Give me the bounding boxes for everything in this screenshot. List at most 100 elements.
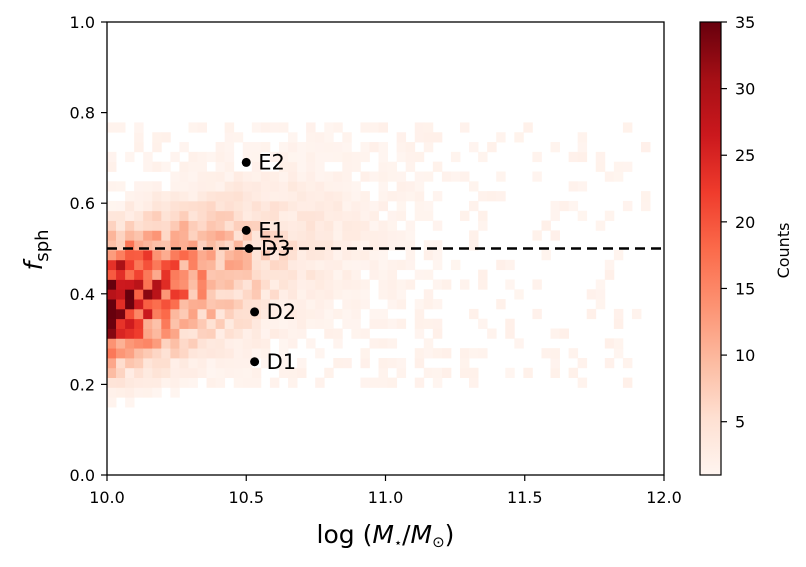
heatmap-cell [161, 250, 171, 261]
heatmap-cell [242, 357, 253, 369]
heatmap-cell [577, 377, 588, 388]
heatmap-cell [278, 269, 289, 280]
heatmap-cell [107, 240, 117, 251]
heatmap-cell [188, 308, 198, 320]
heatmap-cell [333, 250, 343, 261]
heatmap-cell [360, 210, 370, 221]
heatmap-cell [152, 250, 162, 261]
heatmap-cell [188, 377, 198, 388]
heatmap-cell [188, 318, 198, 329]
heatmap-cell [206, 220, 217, 231]
heatmap-cell [188, 200, 198, 212]
heatmap-cell [641, 191, 651, 202]
heatmap-cell [206, 328, 217, 339]
heatmap-cell [215, 230, 226, 241]
heatmap-cell [197, 367, 207, 378]
heatmap-cell [233, 240, 244, 251]
heatmap-cell [297, 269, 307, 280]
heatmap-cell [288, 230, 298, 241]
heatmap-cell [242, 289, 253, 300]
heatmap-cell [134, 338, 144, 349]
heatmap-cell [197, 357, 207, 369]
heatmap-cell [324, 220, 334, 231]
heatmap-cell [242, 279, 253, 290]
heatmap-cell [116, 348, 126, 359]
heatmap-cell [577, 181, 588, 192]
heatmap-cell [333, 151, 343, 163]
heatmap-cell [143, 367, 153, 378]
heatmap-cell [152, 338, 162, 349]
heatmap-cell [260, 279, 271, 290]
heatmap-cell [288, 279, 298, 290]
heatmap-cell [161, 240, 171, 251]
heatmap-cell [405, 142, 416, 153]
heatmap-cell [107, 220, 117, 231]
heatmap-cell [116, 240, 126, 251]
heatmap-cell [460, 122, 470, 133]
heatmap-cell [478, 348, 488, 359]
heatmap-cell [405, 151, 416, 163]
heatmap-cell [315, 171, 325, 182]
heatmap-cell [116, 387, 126, 398]
heatmap-cell [613, 348, 624, 359]
heatmap-cell [360, 259, 370, 271]
heatmap-cell [550, 142, 560, 153]
heatmap-cell [206, 357, 217, 369]
heatmap-cell [342, 259, 352, 271]
heatmap-cell [604, 269, 615, 280]
heatmap-cell [387, 377, 398, 388]
heatmap-cell [116, 299, 126, 310]
heatmap-cell [134, 377, 144, 388]
heatmap-cell [116, 122, 126, 133]
heatmap-cell [577, 357, 588, 369]
heatmap-cell [450, 151, 461, 163]
heatmap-cell [487, 328, 497, 339]
heatmap-cell [152, 240, 162, 251]
heatmap-cell [125, 308, 135, 320]
heatmap-cell [197, 181, 207, 192]
heatmap-cell [432, 259, 443, 271]
heatmap-cell [378, 191, 388, 202]
heatmap-cell [215, 161, 226, 172]
heatmap-cell [161, 308, 171, 320]
heatmap-cell [315, 289, 325, 300]
heatmap-cell [251, 142, 262, 153]
heatmap-cell [170, 230, 180, 241]
heatmap-cell [107, 299, 117, 310]
heatmap-cell [432, 367, 443, 378]
heatmap-cell [369, 269, 379, 280]
heatmap-cell [315, 259, 325, 271]
heatmap-cell [604, 259, 615, 271]
heatmap-cell [369, 171, 379, 182]
heatmap-cell [134, 328, 144, 339]
heatmap-cell [251, 230, 262, 241]
heatmap-cell [351, 181, 361, 192]
heatmap-cell [242, 142, 253, 153]
y-tick-label: 1.0 [70, 13, 95, 32]
heatmap-cell [107, 308, 117, 320]
heatmap-cell [378, 122, 388, 133]
heatmap-cell [251, 338, 262, 349]
heatmap-cell [143, 191, 153, 202]
heatmap-cell [324, 132, 334, 143]
heatmap-cell [125, 191, 135, 202]
heatmap-cell [197, 250, 207, 261]
heatmap-cell [188, 220, 198, 231]
heatmap-cell [550, 328, 560, 339]
y-tick-label: 0.8 [70, 104, 95, 123]
colorbar-ticks: 5 10 15 20 25 30 35 [721, 13, 755, 432]
heatmap-cell [215, 377, 226, 388]
heatmap-cell [143, 220, 153, 231]
heatmap-cell [143, 161, 153, 172]
heatmap-cell [478, 269, 488, 280]
heatmap-cell [170, 338, 180, 349]
heatmap-cell [251, 250, 262, 261]
heatmap-cell [405, 191, 416, 202]
heatmap-cell [152, 230, 162, 241]
heatmap-cell [170, 387, 180, 398]
heatmap-cell [107, 338, 117, 349]
heatmap-cell [423, 210, 434, 221]
heatmap-cell [432, 377, 443, 388]
heatmap-cell [324, 367, 334, 378]
heatmap-cell [161, 200, 171, 212]
